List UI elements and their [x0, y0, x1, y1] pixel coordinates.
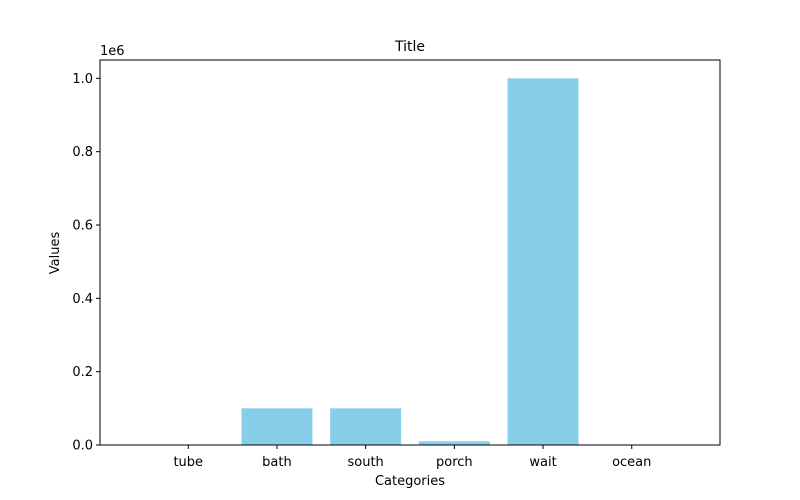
y-tick-label-1: 0.2: [72, 365, 93, 380]
y-axis-ticks: 0.0 0.2 0.4 0.6 0.8 1.0: [72, 72, 100, 454]
y-axis-label: Values: [48, 232, 63, 275]
y-tick-label-2: 0.4: [72, 292, 93, 307]
bar-bath: [241, 408, 313, 445]
y-tick-label-5: 1.0: [72, 72, 93, 87]
y-tick-label-0: 0.0: [72, 439, 93, 454]
x-tick-label-tube: tube: [173, 455, 203, 470]
y-axis-scale-label: 1e6: [100, 44, 125, 59]
x-tick-label-ocean: ocean: [612, 455, 651, 470]
y-tick-label-3: 0.6: [72, 219, 93, 234]
x-axis-ticks: tube bath south porch wait ocean: [173, 445, 651, 470]
bars-group: [152, 78, 668, 445]
plot-frame: [99, 59, 721, 446]
x-tick-label-bath: bath: [262, 455, 292, 470]
x-tick-label-wait: wait: [529, 455, 556, 470]
bar-wait: [507, 78, 579, 445]
x-tick-label-south: south: [347, 455, 383, 470]
x-axis-label: Categories: [375, 474, 445, 489]
x-tick-label-porch: porch: [436, 455, 473, 470]
bar-south: [330, 408, 402, 445]
y-tick-label-4: 0.8: [72, 145, 93, 160]
bar-porch: [418, 441, 490, 445]
chart-title: Title: [394, 39, 425, 55]
